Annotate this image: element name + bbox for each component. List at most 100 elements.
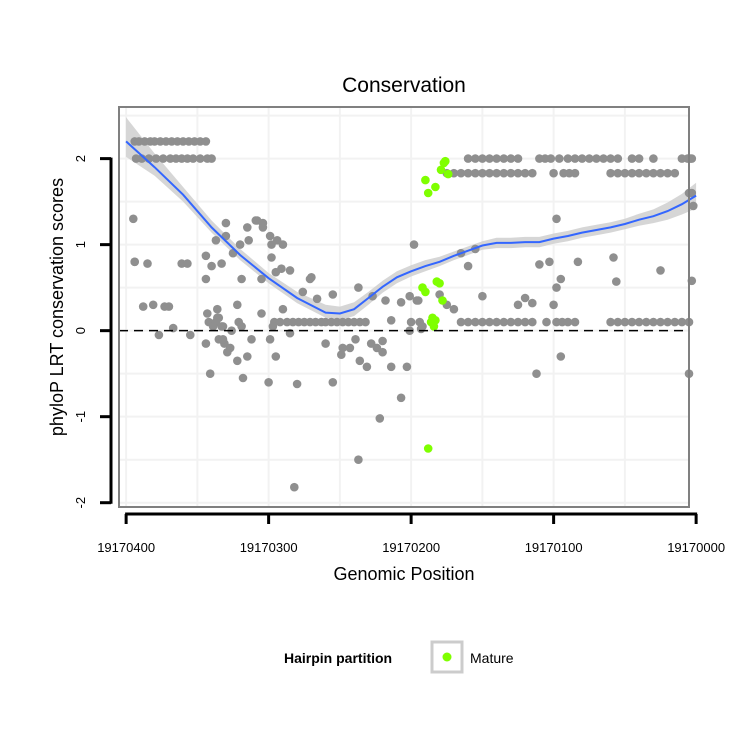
point-other bbox=[328, 290, 338, 299]
point-mature bbox=[421, 287, 430, 297]
point-other bbox=[265, 231, 275, 241]
point-mature bbox=[431, 182, 440, 192]
point-other bbox=[570, 154, 580, 163]
point-other bbox=[499, 168, 509, 178]
point-mature bbox=[431, 316, 440, 325]
point-other bbox=[386, 316, 396, 325]
point-other bbox=[663, 317, 672, 327]
point-other bbox=[609, 253, 618, 262]
point-other bbox=[492, 317, 501, 327]
point-other bbox=[463, 154, 473, 163]
point-mature bbox=[435, 279, 444, 288]
point-other bbox=[201, 339, 211, 348]
point-other bbox=[613, 168, 623, 178]
point-other bbox=[328, 378, 338, 387]
y-tick-label: 0 bbox=[73, 327, 88, 334]
chart-title: Conservation bbox=[342, 74, 466, 97]
point-other bbox=[592, 154, 601, 163]
point-other bbox=[207, 154, 216, 163]
legend-key-mature bbox=[442, 652, 452, 662]
point-other bbox=[627, 168, 637, 178]
point-other bbox=[506, 154, 516, 163]
point-other bbox=[542, 317, 551, 327]
point-other bbox=[386, 362, 396, 372]
point-other bbox=[506, 168, 516, 178]
point-other bbox=[271, 352, 281, 361]
point-other bbox=[577, 154, 587, 163]
point-other bbox=[138, 302, 148, 311]
point-other bbox=[634, 317, 644, 327]
point-mature bbox=[438, 296, 447, 305]
point-other bbox=[217, 259, 226, 268]
point-other bbox=[670, 168, 680, 178]
point-other bbox=[528, 317, 537, 327]
point-other bbox=[513, 154, 523, 163]
point-other bbox=[203, 309, 212, 318]
point-other bbox=[354, 283, 363, 292]
point-other bbox=[492, 168, 501, 178]
point-other bbox=[207, 261, 216, 271]
point-other bbox=[151, 154, 161, 163]
point-other bbox=[355, 356, 365, 366]
point-other bbox=[205, 369, 215, 379]
point-other bbox=[513, 300, 523, 310]
x-tick-label: 19170400 bbox=[97, 540, 155, 555]
point-other bbox=[378, 336, 387, 346]
point-other bbox=[218, 335, 228, 344]
point-other bbox=[499, 317, 509, 327]
point-other bbox=[213, 313, 222, 323]
point-other bbox=[620, 168, 630, 178]
point-other bbox=[642, 168, 651, 178]
point-other bbox=[485, 168, 494, 178]
point-mature bbox=[443, 169, 453, 179]
point-mature bbox=[421, 175, 430, 185]
point-other bbox=[351, 335, 360, 344]
point-other bbox=[478, 168, 487, 178]
point-mature bbox=[441, 156, 450, 166]
point-other bbox=[663, 168, 672, 178]
point-other bbox=[233, 356, 242, 366]
point-other bbox=[321, 339, 330, 348]
legend: Hairpin partition Mature bbox=[284, 640, 514, 674]
point-other bbox=[606, 317, 615, 327]
point-other bbox=[148, 300, 158, 310]
point-other bbox=[338, 343, 348, 353]
point-other bbox=[620, 317, 630, 327]
point-other bbox=[570, 317, 580, 327]
point-other bbox=[552, 283, 561, 292]
legend-title: Hairpin partition bbox=[284, 650, 392, 666]
point-other bbox=[298, 287, 308, 297]
point-other bbox=[378, 347, 387, 357]
point-mature bbox=[436, 165, 446, 175]
point-other bbox=[267, 253, 276, 262]
point-other bbox=[130, 257, 139, 267]
point-other bbox=[634, 154, 644, 163]
y-axis-title: phyloP LRT conservation scores bbox=[47, 178, 67, 436]
point-other bbox=[656, 168, 665, 178]
point-other bbox=[275, 317, 285, 327]
point-other bbox=[463, 168, 473, 178]
point-mature bbox=[423, 444, 433, 453]
point-other bbox=[258, 218, 268, 228]
point-other bbox=[563, 317, 573, 327]
point-other bbox=[649, 168, 658, 178]
point-other bbox=[183, 259, 192, 268]
point-other bbox=[546, 154, 556, 163]
point-other bbox=[613, 317, 623, 327]
point-other bbox=[221, 218, 231, 228]
point-other bbox=[290, 482, 299, 492]
point-other bbox=[573, 257, 583, 267]
point-other bbox=[247, 335, 256, 344]
point-other bbox=[396, 298, 406, 307]
point-other bbox=[201, 137, 211, 146]
point-other bbox=[606, 154, 615, 163]
y-tick-label: 2 bbox=[73, 155, 88, 162]
point-other bbox=[243, 352, 252, 361]
point-other bbox=[414, 296, 423, 305]
point-other bbox=[233, 300, 242, 310]
point-other bbox=[627, 317, 637, 327]
point-other bbox=[257, 274, 266, 284]
point-other bbox=[528, 298, 537, 308]
point-other bbox=[627, 154, 637, 163]
